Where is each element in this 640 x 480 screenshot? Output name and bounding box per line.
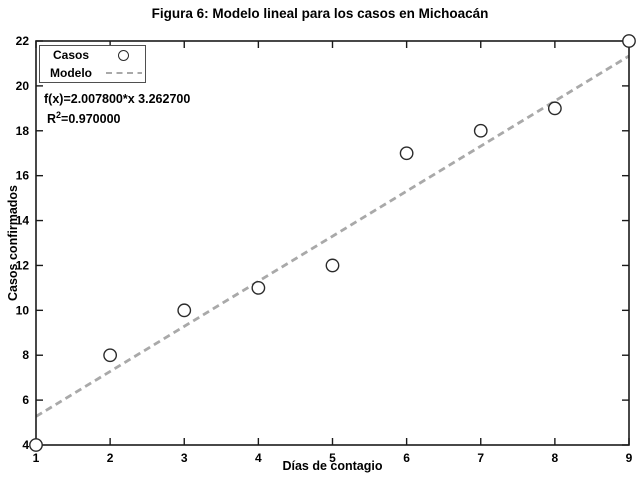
model-line [35, 54, 630, 418]
y-tick-label: 8 [22, 348, 29, 362]
data-point [547, 101, 562, 116]
y-tick-label: 6 [22, 393, 29, 407]
y-tick-label: 10 [16, 303, 30, 317]
x-tick-label: 4 [255, 451, 262, 465]
y-tick-label: 18 [16, 124, 30, 138]
y-tick-label: 14 [16, 214, 30, 228]
data-point [473, 123, 488, 138]
x-tick-label: 1 [33, 451, 40, 465]
circle-marker-icon [102, 49, 145, 61]
y-tick-label: 22 [16, 34, 30, 48]
chart-title: Figura 6: Modelo lineal para los casos e… [151, 6, 489, 21]
x-tick-label: 2 [107, 451, 114, 465]
x-axis-label: Días de contagio [282, 459, 383, 473]
data-point [325, 258, 340, 273]
legend-item-casos: Casos [40, 47, 145, 64]
data-point [399, 146, 414, 161]
data-point [622, 34, 636, 48]
legend-label-modelo: Modelo [50, 65, 92, 80]
equation-line: f(x)=2.007800*x 3.262700 [44, 92, 191, 106]
data-point [177, 303, 192, 318]
x-tick-label: 7 [477, 451, 484, 465]
legend: Casos Modelo [39, 45, 146, 83]
model-equation: f(x)=2.007800*x 3.262700 R2=0.970000 [44, 91, 190, 127]
dashed-line-icon [102, 71, 145, 75]
x-tick-label: 5 [329, 451, 336, 465]
x-tick-label: 6 [403, 451, 410, 465]
x-tick-label: 8 [552, 451, 559, 465]
y-tick-label: 16 [16, 169, 30, 183]
data-point [251, 280, 266, 295]
legend-label-casos: Casos [52, 48, 90, 63]
x-tick-label: 3 [181, 451, 188, 465]
legend-item-modelo: Modelo [40, 64, 145, 81]
data-point [103, 348, 118, 363]
y-axis-label: Casos confirmados [6, 184, 20, 302]
y-tick-label: 20 [16, 79, 30, 93]
data-point [29, 438, 43, 452]
y-tick-label: 4 [22, 438, 29, 452]
x-tick-label: 9 [626, 451, 633, 465]
r-squared-line: R2=0.970000 [47, 110, 121, 127]
y-tick-label: 12 [16, 258, 30, 272]
